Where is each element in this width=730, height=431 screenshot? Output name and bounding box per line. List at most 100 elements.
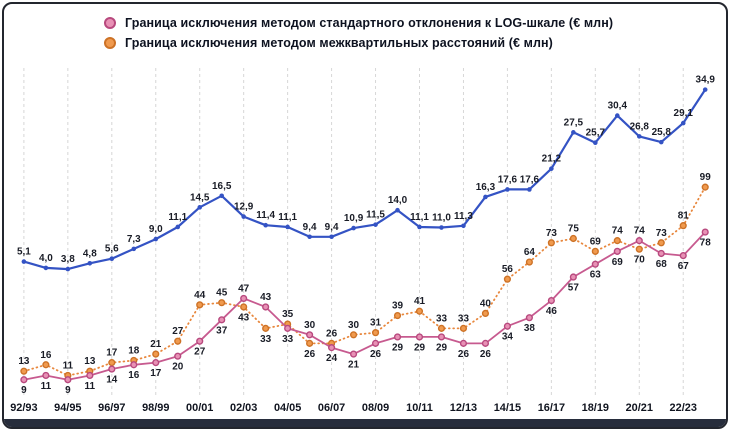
svg-text:11,1: 11,1 xyxy=(278,212,297,223)
svg-text:17: 17 xyxy=(150,368,162,379)
svg-text:68: 68 xyxy=(656,259,668,270)
svg-text:5,6: 5,6 xyxy=(105,244,119,255)
svg-text:11,1: 11,1 xyxy=(410,212,429,223)
svg-text:33: 33 xyxy=(436,313,448,324)
svg-text:11,0: 11,0 xyxy=(432,213,451,224)
svg-text:34,9: 34,9 xyxy=(696,75,716,86)
footer-bar xyxy=(4,419,726,427)
svg-text:17: 17 xyxy=(106,348,118,359)
svg-text:22/23: 22/23 xyxy=(670,402,697,414)
svg-text:9: 9 xyxy=(65,385,71,396)
svg-text:9,0: 9,0 xyxy=(149,224,163,235)
svg-text:04/05: 04/05 xyxy=(274,402,301,414)
svg-text:9: 9 xyxy=(21,385,27,396)
legend-item-interquartile[interactable]: Граница исключения методом межквартильны… xyxy=(104,36,613,50)
svg-text:16: 16 xyxy=(40,350,52,361)
svg-text:13: 13 xyxy=(18,356,30,367)
svg-text:10/11: 10/11 xyxy=(406,402,433,414)
svg-text:70: 70 xyxy=(634,255,646,266)
svg-text:81: 81 xyxy=(678,211,690,222)
svg-text:73: 73 xyxy=(546,228,558,239)
svg-text:11,3: 11,3 xyxy=(454,211,473,222)
svg-text:26: 26 xyxy=(326,328,338,339)
svg-text:27: 27 xyxy=(172,326,184,337)
legend-dot-pink-icon xyxy=(104,17,116,29)
svg-text:73: 73 xyxy=(656,228,668,239)
svg-text:11,4: 11,4 xyxy=(256,210,275,221)
svg-text:78: 78 xyxy=(700,238,712,249)
svg-text:63: 63 xyxy=(590,270,602,281)
series-blue xyxy=(21,87,708,272)
svg-text:33: 33 xyxy=(282,334,294,345)
svg-text:26,8: 26,8 xyxy=(630,121,650,132)
svg-text:21: 21 xyxy=(348,360,360,371)
svg-text:30,4: 30,4 xyxy=(608,101,628,112)
svg-text:33: 33 xyxy=(458,313,470,324)
data-labels: 13 16 11 13 17 18 21 27 44 45 43 33 35 26 26 30 31 39 41 33… xyxy=(17,75,715,397)
svg-text:11: 11 xyxy=(85,381,96,392)
svg-text:43: 43 xyxy=(238,312,250,323)
svg-text:57: 57 xyxy=(568,282,580,293)
svg-text:12,9: 12,9 xyxy=(234,202,254,213)
svg-text:92/93: 92/93 xyxy=(10,402,37,414)
svg-text:38: 38 xyxy=(524,323,536,334)
svg-text:94/95: 94/95 xyxy=(54,402,81,414)
svg-text:69: 69 xyxy=(612,257,624,268)
gridlines xyxy=(23,68,684,398)
x-axis-labels: 92/93 94/95 96/97 98/99 00/01 02/03 04/05 06/07… xyxy=(10,402,697,414)
svg-text:74: 74 xyxy=(612,226,624,237)
svg-text:47: 47 xyxy=(238,283,250,294)
svg-text:08/09: 08/09 xyxy=(362,402,389,414)
svg-text:25,8: 25,8 xyxy=(652,127,672,138)
svg-text:69: 69 xyxy=(590,236,602,247)
svg-text:98/99: 98/99 xyxy=(142,402,169,414)
svg-text:26: 26 xyxy=(304,349,316,360)
svg-text:44: 44 xyxy=(194,290,206,301)
svg-text:26: 26 xyxy=(370,349,382,360)
svg-text:27,5: 27,5 xyxy=(564,117,584,128)
svg-text:17,6: 17,6 xyxy=(520,174,540,185)
svg-text:74: 74 xyxy=(634,226,646,237)
svg-text:75: 75 xyxy=(568,223,580,234)
line-chart: 13 16 11 13 17 18 21 27 44 45 43 33 35 26 26 30 31 39 41 33… xyxy=(10,68,715,414)
svg-text:14/15: 14/15 xyxy=(494,402,521,414)
series-orange xyxy=(20,183,709,380)
svg-text:29,1: 29,1 xyxy=(674,108,694,119)
svg-text:67: 67 xyxy=(678,261,690,272)
svg-text:21,2: 21,2 xyxy=(542,154,562,165)
svg-text:02/03: 02/03 xyxy=(230,402,257,414)
svg-text:27: 27 xyxy=(194,347,206,358)
svg-text:29: 29 xyxy=(436,342,448,353)
svg-text:13: 13 xyxy=(84,356,96,367)
svg-text:16: 16 xyxy=(128,370,140,381)
svg-text:16,5: 16,5 xyxy=(212,181,232,192)
svg-text:40: 40 xyxy=(480,298,492,309)
legend-item-std-deviation[interactable]: Граница исключения методом стандартного … xyxy=(104,16,613,30)
svg-text:3,8: 3,8 xyxy=(61,254,75,265)
svg-text:17,6: 17,6 xyxy=(498,174,518,185)
svg-text:45: 45 xyxy=(216,288,228,299)
svg-text:35: 35 xyxy=(282,309,294,320)
svg-text:34: 34 xyxy=(502,332,514,343)
legend-dot-orange-icon xyxy=(104,37,116,49)
svg-text:39: 39 xyxy=(392,301,404,312)
svg-text:37: 37 xyxy=(216,325,228,336)
svg-text:4,0: 4,0 xyxy=(39,253,53,264)
svg-text:29: 29 xyxy=(414,342,426,353)
svg-text:00/01: 00/01 xyxy=(186,402,213,414)
svg-text:26: 26 xyxy=(458,349,470,360)
svg-text:16,3: 16,3 xyxy=(476,182,496,193)
svg-text:96/97: 96/97 xyxy=(98,402,125,414)
svg-text:14,5: 14,5 xyxy=(190,192,210,203)
svg-text:4,8: 4,8 xyxy=(83,248,97,259)
svg-text:99: 99 xyxy=(700,172,712,183)
svg-text:64: 64 xyxy=(524,247,536,258)
svg-text:43: 43 xyxy=(260,292,272,303)
svg-text:9,4: 9,4 xyxy=(325,222,339,233)
svg-text:11: 11 xyxy=(63,360,74,371)
svg-text:10,9: 10,9 xyxy=(344,213,364,224)
svg-text:30: 30 xyxy=(348,320,360,331)
legend-label-std-deviation: Граница исключения методом стандартного … xyxy=(125,16,614,30)
svg-text:26: 26 xyxy=(480,349,492,360)
